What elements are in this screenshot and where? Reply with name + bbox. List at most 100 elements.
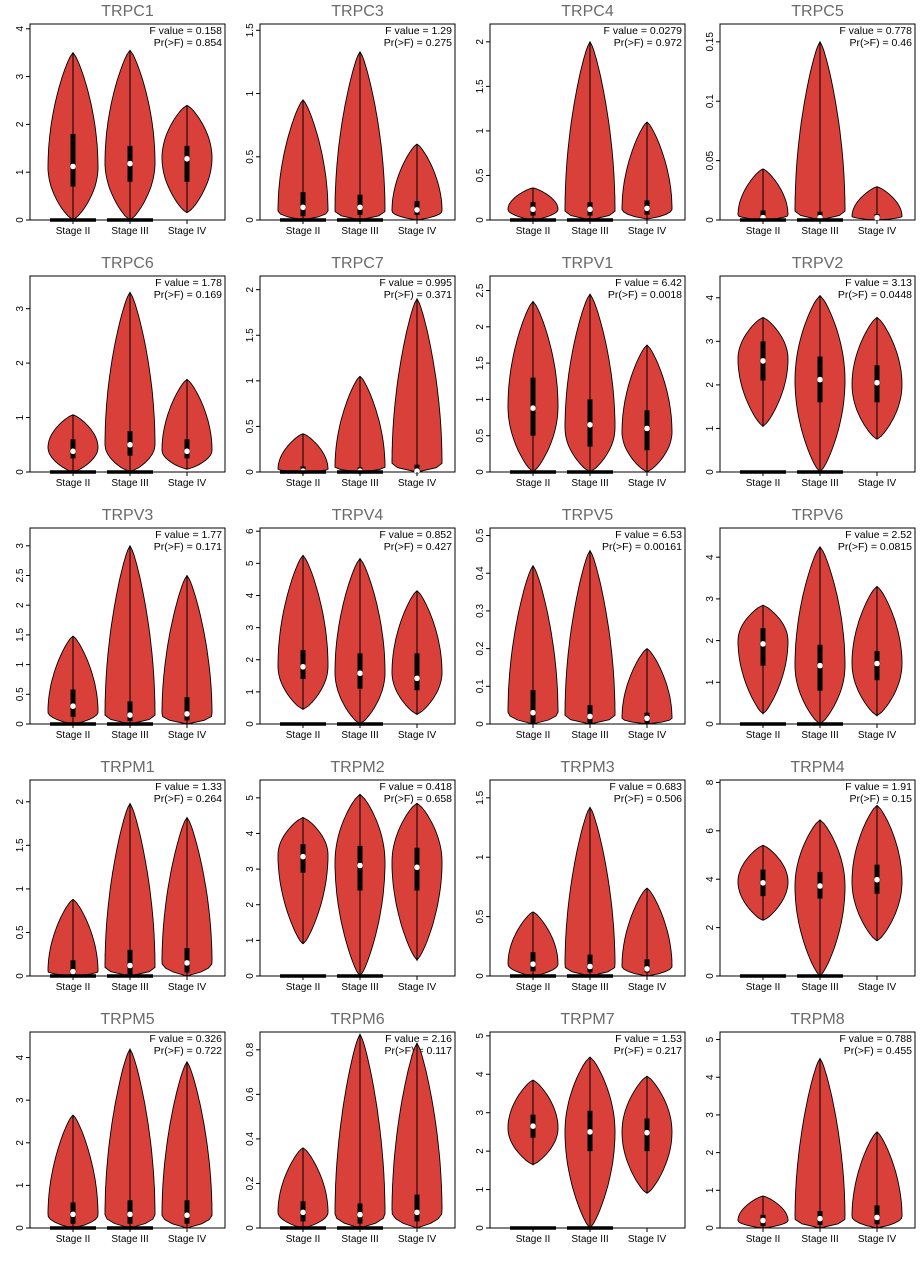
violin-stage-ii [47,414,99,474]
chart-title: TRPV2 [792,255,844,272]
panel-trpv2: TRPV2 0 1 2 3 4 F value = 3.13 Pr(>F) = 0.0448 S… [690,252,920,504]
y-tick-label: 3 [15,73,26,79]
y-tick-label: 1 [15,169,26,175]
x-tick-label: Stage II [56,982,90,993]
panel-trpv6: TRPV6 0 1 2 3 4 F value = 2.52 Pr(>F) = 0.0815 S… [690,504,920,756]
panel-trpc3: TRPC3 0 0.5 1 1.5 F value = 1.29 Pr(>F) = 0.27… [230,0,460,252]
violin-median-point [69,448,77,455]
violin-stage-iv [391,143,443,221]
violin-stage-ii [507,911,559,978]
y-tick-label: 1 [245,90,256,96]
violin-stage-iv [621,344,673,473]
y-tick-label: 1 [705,425,716,431]
y-tick-label: 0 [15,217,26,223]
violin-stage-ii [737,604,789,726]
y-tick-label: 4 [245,830,256,836]
violin-median-point [643,715,651,722]
panel-trpv3: TRPV3 0 0.5 1 1.5 2 2.5 3 F value = 1.77 Pr(>F) =… [0,504,230,756]
chart-title: TRPC6 [101,255,154,272]
x-tick-label: Stage III [111,478,148,489]
violin-stage-iii [104,544,156,726]
y-tick-label: 1 [15,661,26,667]
x-tick-label: Stage IV [628,226,667,237]
y-tick-label: 0.2 [475,641,486,655]
violin-median-point [356,670,364,677]
violin-median-point [643,205,651,212]
violin-median-point [873,876,881,883]
panel-trpc1: TRPC1 0 1 2 3 4 F value = 0.158 Pr(>F) = 0.854 S… [0,0,230,252]
y-tick-label: 0 [15,973,26,979]
chart-title: TRPC7 [331,255,384,272]
plot-frame [719,1031,916,1229]
violin-iqr-box [184,145,190,182]
p-value-label: Pr(>F) = 0.264 [154,793,222,805]
violin-stage-ii [737,316,789,474]
y-tick-label: 2 [245,657,256,663]
violin-median-point [529,1122,537,1130]
y-tick-label: 1 [245,378,256,384]
violin-stage-ii [47,51,99,222]
y-tick-label: 4 [15,26,26,32]
y-tick-label: 0.1 [475,679,486,693]
violin-median-point [183,155,191,163]
y-tick-label: 0 [705,469,716,475]
p-value-label: Pr(>F) = 0.00161 [602,541,682,553]
violin-stage-iii [564,40,616,222]
x-tick-label: Stage II [516,1234,550,1245]
f-value-label: F value = 0.326 [149,1033,222,1045]
violin-median-point [643,425,651,432]
y-tick-label: 2 [475,1148,486,1154]
violin-stage-ii [277,99,329,222]
y-tick-label: 1 [475,396,486,402]
x-tick-label: Stage III [571,1234,608,1245]
chart-title: TRPM3 [560,759,614,776]
y-tick-label: 0 [705,973,716,979]
violin-median-point [299,204,307,211]
x-tick-label: Stage IV [398,226,437,237]
violin-median-point [69,968,77,975]
chart-title: TRPM8 [790,1011,844,1028]
y-tick-label: 3 [15,1097,26,1103]
y-tick-label: 0 [475,1225,486,1231]
x-tick-label: Stage III [801,730,838,741]
f-value-label: F value = 6.42 [615,277,682,289]
chart-title: TRPC1 [101,3,154,20]
violin-median-point [413,206,421,214]
x-tick-label: Stage III [801,226,838,237]
x-tick-label: Stage II [56,478,90,489]
y-tick-label: 0 [705,721,716,727]
panel-trpm4: TRPM4 0 2 4 6 8 F value = 1.91 Pr(>F) = 0.15 Sta… [690,756,920,1008]
f-value-label: F value = 1.77 [155,529,222,541]
violin-median-point [126,711,134,719]
y-tick-label: 0.15 [705,32,716,52]
y-tick-label: 2 [245,902,256,908]
y-tick-label: 0.5 [15,925,26,939]
violin-median-point [126,160,134,167]
x-tick-label: Stage II [56,730,90,741]
violin-median-point [586,421,594,429]
violin-stage-ii [737,1195,789,1229]
violin-stage-iv [621,121,673,220]
violin-median-point [413,1209,421,1216]
violin-median-point [873,660,881,667]
panel-trpm1: TRPM1 0 0.5 1 1.5 2 F value = 1.33 Pr(>F) = 0.2… [0,756,230,1008]
y-tick-label: 0 [245,469,256,475]
x-tick-label: Stage III [341,478,378,489]
y-tick-label: 2.5 [475,283,486,297]
y-tick-label: 2 [245,286,256,292]
y-tick-label: 3 [705,596,716,602]
y-tick-label: 3 [15,543,26,549]
y-tick-label: 0 [15,469,26,475]
violin-stage-iv [161,1060,213,1229]
y-tick-label: 0 [245,1225,256,1231]
x-tick-label: Stage II [746,1234,780,1245]
chart-title: TRPM4 [790,759,844,776]
f-value-label: F value = 0.418 [379,781,452,793]
